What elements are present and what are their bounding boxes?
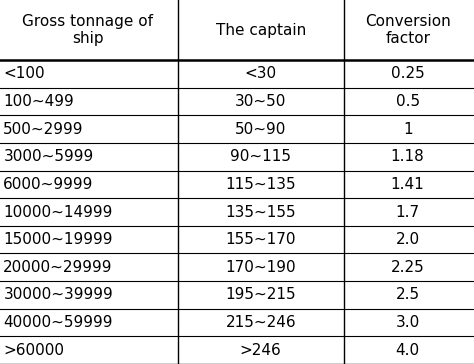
Text: 1.41: 1.41 (391, 177, 425, 192)
Text: 115~135: 115~135 (226, 177, 296, 192)
Text: 10000~14999: 10000~14999 (3, 205, 113, 219)
Text: 30~50: 30~50 (235, 94, 286, 109)
Text: 30000~39999: 30000~39999 (3, 288, 113, 302)
Text: 3000~5999: 3000~5999 (3, 149, 93, 164)
Text: <30: <30 (245, 66, 277, 82)
Text: 215~246: 215~246 (226, 315, 296, 330)
Text: 500~2999: 500~2999 (3, 122, 84, 136)
Text: <100: <100 (3, 66, 45, 82)
Text: 6000~9999: 6000~9999 (3, 177, 94, 192)
Text: 155~170: 155~170 (226, 232, 296, 247)
Text: 90~115: 90~115 (230, 149, 291, 164)
Text: >246: >246 (240, 343, 282, 358)
Text: 20000~29999: 20000~29999 (3, 260, 113, 275)
Text: 1.7: 1.7 (396, 205, 419, 219)
Text: 4.0: 4.0 (396, 343, 419, 358)
Text: 100~499: 100~499 (3, 94, 74, 109)
Text: 0.25: 0.25 (391, 66, 425, 82)
Text: 15000~19999: 15000~19999 (3, 232, 113, 247)
Text: 0.5: 0.5 (396, 94, 419, 109)
Text: Conversion
factor: Conversion factor (365, 14, 450, 46)
Text: 2.5: 2.5 (396, 288, 419, 302)
Text: 40000~59999: 40000~59999 (3, 315, 113, 330)
Text: Gross tonnage of
ship: Gross tonnage of ship (22, 14, 153, 46)
Text: 50~90: 50~90 (235, 122, 286, 136)
Text: 170~190: 170~190 (226, 260, 296, 275)
Text: 2.25: 2.25 (391, 260, 425, 275)
Text: 1.18: 1.18 (391, 149, 425, 164)
Text: The captain: The captain (216, 23, 306, 37)
Text: 135~155: 135~155 (226, 205, 296, 219)
Text: 1: 1 (403, 122, 412, 136)
Text: 195~215: 195~215 (226, 288, 296, 302)
Text: >60000: >60000 (3, 343, 64, 358)
Text: 3.0: 3.0 (395, 315, 420, 330)
Text: 2.0: 2.0 (396, 232, 419, 247)
